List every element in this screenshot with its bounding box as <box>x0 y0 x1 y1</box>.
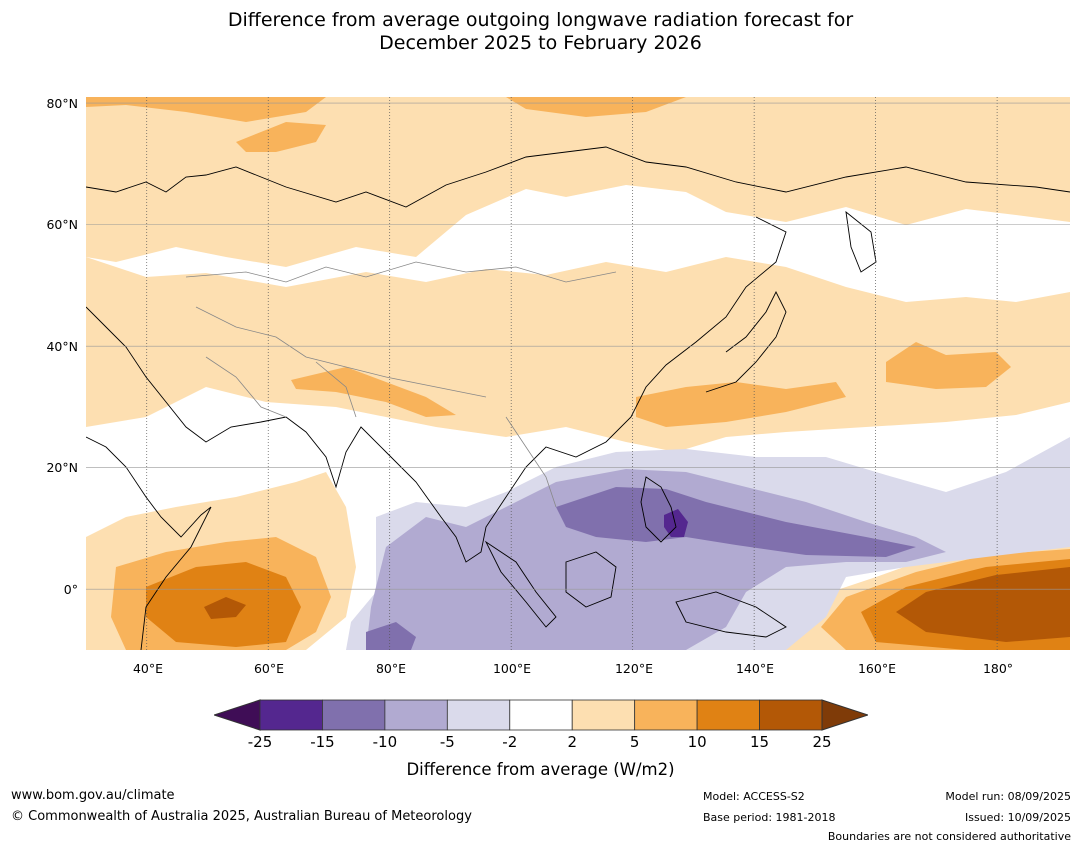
lat-label-80n: 80°N <box>46 96 78 111</box>
footer-model-run: Model run: 08/09/2025 <box>945 790 1071 803</box>
lon-label-180: 180° <box>982 661 1014 676</box>
anomaly-5-10-pacific-north <box>886 342 1011 389</box>
footer-copyright: © Commonwealth of Australia 2025, Austra… <box>11 809 472 824</box>
lon-label-80e: 80°E <box>375 661 407 676</box>
title-line-1: Difference from average outgoing longwav… <box>227 9 854 31</box>
lon-label-100e: 100°E <box>492 661 531 676</box>
colorbar-box <box>759 699 823 731</box>
colorbar-tick-label: 5 <box>629 733 640 751</box>
graticule <box>86 97 1070 650</box>
lon-label-120e: 120°E <box>614 661 653 676</box>
lon-label-40e: 40°E <box>132 661 164 676</box>
lat-label-20n: 20°N <box>46 460 78 475</box>
anomaly-5-10-japan <box>636 382 846 427</box>
footer-base-period: Base period: 1981-2018 <box>703 811 836 824</box>
philippines-coastline <box>640 476 677 543</box>
chart-title: Difference from average outgoing longwav… <box>0 9 1081 55</box>
colorbar-tick-label: 10 <box>687 733 707 751</box>
anomaly-15-25-pacific <box>896 567 1070 642</box>
colorbar-box <box>259 699 323 731</box>
colorbar-tick-label: 25 <box>812 733 832 751</box>
colorbar-tick-label: -10 <box>372 733 398 751</box>
anomaly-shading <box>86 97 1070 650</box>
footer-url[interactable]: www.bom.gov.au/climate <box>11 788 175 803</box>
anomaly-neg-10-15 <box>556 487 916 557</box>
lon-label-160e: 160°E <box>857 661 896 676</box>
lat-label-40n: 40°N <box>46 339 78 354</box>
anomaly-neg-15-25 <box>664 509 688 537</box>
footer-disclaimer: Boundaries are not considered authoritat… <box>827 830 1071 843</box>
anomaly-2-5-midlat <box>86 257 1070 452</box>
colorbar-box <box>509 699 573 731</box>
colorbar-tick-label: 2 <box>567 733 577 751</box>
footer-model: Model: ACCESS-S2 <box>703 790 805 803</box>
lon-label-60e: 60°E <box>253 661 285 676</box>
colorbar-tick-label: -5 <box>439 733 455 751</box>
olr-anomaly-map <box>86 97 1070 650</box>
anomaly-5-10-barents <box>236 122 326 152</box>
colorbar-box <box>322 699 386 731</box>
anomaly-5-10-kara <box>506 97 686 117</box>
footer-issued: Issued: 10/09/2025 <box>964 811 1071 824</box>
colorbar-box <box>446 699 511 731</box>
newguinea-coastline <box>675 591 787 638</box>
kamchatka-coastline <box>845 210 877 273</box>
colorbar-box <box>384 699 448 731</box>
coastlines <box>86 146 1070 650</box>
anomaly-15-25-africa <box>204 597 246 619</box>
colorbar-extend-high <box>821 699 868 731</box>
colorbar-box <box>696 699 760 731</box>
colorbar-box <box>634 699 698 731</box>
lat-label-60n: 60°N <box>46 217 78 232</box>
colorbar-tick-label: -15 <box>310 733 335 751</box>
colorbar-box <box>571 699 636 731</box>
eurasia-coastline <box>86 146 1070 563</box>
lat-label-0: 0° <box>63 582 78 597</box>
japan-coastline <box>705 290 787 393</box>
anomaly-neg-10-15-south <box>366 622 416 650</box>
colorbar-extend-low <box>214 699 261 731</box>
colorbar-tick-label: -2 <box>502 733 518 751</box>
colorbar-label: Difference from average (W/m2) <box>406 760 675 779</box>
colorbar <box>214 699 868 731</box>
sumatra-coastline <box>484 540 557 628</box>
borneo-coastline <box>565 551 617 608</box>
border-lines <box>185 261 617 508</box>
africa-coastline <box>86 436 212 650</box>
country-borders <box>185 261 617 508</box>
colorbar-tick-label: 15 <box>750 733 770 751</box>
anomaly-5-10-tibet <box>291 367 456 417</box>
title-line-2: December 2025 to February 2026 <box>379 32 702 54</box>
colorbar-tick-label: -25 <box>247 733 273 751</box>
lon-label-140e: 140°E <box>735 661 774 676</box>
